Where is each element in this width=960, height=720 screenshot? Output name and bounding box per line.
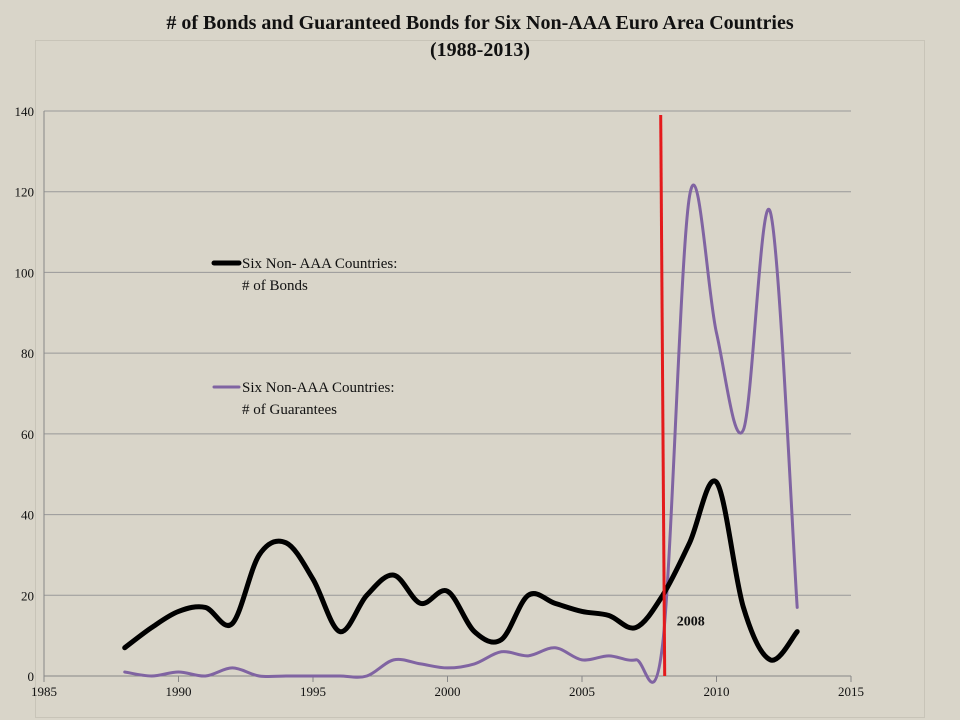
legend-label: Six Non- AAA Countries: xyxy=(242,256,397,272)
marker-line-2008 xyxy=(659,115,667,677)
legend-label: # of Bonds xyxy=(242,278,308,294)
y-tick-label: 20 xyxy=(21,588,34,603)
y-tick-label: 140 xyxy=(15,104,35,119)
chart-subtitle: (1988-2013) xyxy=(430,39,530,61)
x-tick-label: 2000 xyxy=(435,684,461,699)
x-tick-label: 1990 xyxy=(166,684,192,699)
y-tick-label: 0 xyxy=(28,669,35,684)
legend-label: # of Guarantees xyxy=(242,402,337,418)
y-tick-label: 60 xyxy=(21,427,34,442)
x-tick-label: 1995 xyxy=(300,684,326,699)
series-line-guarantees xyxy=(123,183,799,684)
annotation-2008: 2008 xyxy=(677,615,705,630)
x-tick-label: 1985 xyxy=(31,684,57,699)
y-tick-label: 100 xyxy=(15,265,35,280)
series-line-bonds xyxy=(122,478,800,663)
x-tick-label: 2005 xyxy=(569,684,595,699)
chart-frame xyxy=(35,40,925,718)
y-tick-label: 80 xyxy=(21,346,34,361)
y-tick-label: 120 xyxy=(15,185,35,200)
chart-title: # of Bonds and Guaranteed Bonds for Six … xyxy=(166,12,794,34)
x-tick-label: 2010 xyxy=(704,684,730,699)
x-tick-label: 2015 xyxy=(838,684,864,699)
y-tick-label: 40 xyxy=(21,508,34,523)
legend-label: Six Non-AAA Countries: xyxy=(242,380,395,396)
